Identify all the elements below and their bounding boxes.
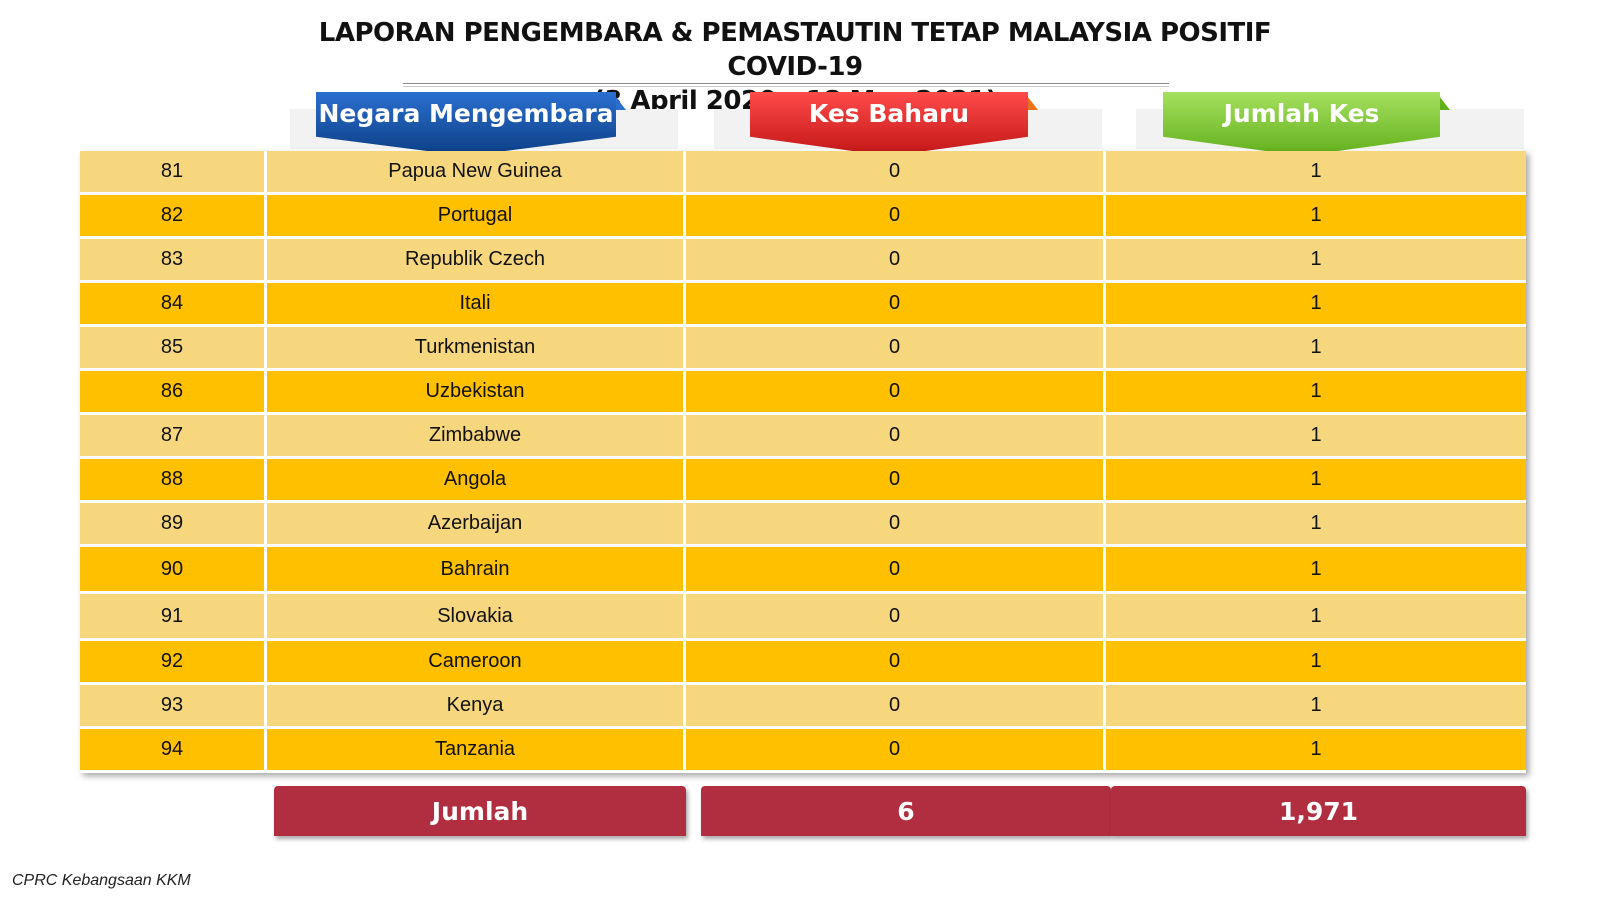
country-column-header: Negara Mengembara <box>316 92 616 156</box>
new-cases-value: 0 <box>686 641 1106 682</box>
new-cases-value: 0 <box>686 283 1106 324</box>
total-cases-value: 1 <box>1310 468 1322 490</box>
new-cases-value: 0 <box>686 547 1106 591</box>
cases-table: 81 Papua New Guinea 0 1 82 Portugal 0 1 83 Republ… <box>80 151 1526 773</box>
row-number: 91 <box>80 594 267 638</box>
row-number: 84 <box>80 283 267 324</box>
new-cases-value: 0 <box>686 729 1106 770</box>
table-row: 84 Itali 0 1 <box>80 283 1526 327</box>
total-cases-value: 1 <box>1310 557 1322 580</box>
country-name: Uzbekistan <box>267 371 686 412</box>
table-row: 81 Papua New Guinea 0 1 <box>80 151 1526 195</box>
new-cases-value: 0 <box>686 195 1106 236</box>
table-row: 83 Republik Czech 0 1 <box>80 239 1526 283</box>
country-name: Bahrain <box>267 547 686 591</box>
row-number: 92 <box>80 641 267 682</box>
total-cases-value: 1 <box>1310 424 1322 446</box>
new-cases-header-label: Kes Baharu <box>808 99 970 128</box>
table-row: 90 Bahrain 0 1 <box>80 547 1526 594</box>
total-cases-value: 1 <box>1310 336 1322 358</box>
title-divider <box>403 83 1169 87</box>
country-name: Azerbaijan <box>267 503 686 544</box>
table-row: 93 Kenya 0 1 <box>80 685 1526 729</box>
new-cases-value: 0 <box>686 151 1106 192</box>
table-row: 94 Tanzania 0 1 <box>80 729 1526 773</box>
row-number: 93 <box>80 685 267 726</box>
new-cases-value: 0 <box>686 459 1106 500</box>
total-cases-value: 1 <box>1310 650 1322 672</box>
row-number: 94 <box>80 729 267 770</box>
totals-total-cases: 1,971 <box>1111 786 1526 836</box>
table-row: 85 Turkmenistan 0 1 <box>80 327 1526 371</box>
row-number: 82 <box>80 195 267 236</box>
row-number: 88 <box>80 459 267 500</box>
row-number: 90 <box>80 547 267 591</box>
country-name: Zimbabwe <box>267 415 686 456</box>
totals-new-cases: 6 <box>701 786 1111 836</box>
country-name: Cameroon <box>267 641 686 682</box>
table-row: 86 Uzbekistan 0 1 <box>80 371 1526 415</box>
total-cases-value: 1 <box>1310 694 1322 716</box>
totals-label: Jumlah <box>274 786 686 836</box>
country-name: Angola <box>267 459 686 500</box>
total-cases-value: 1 <box>1310 604 1322 627</box>
new-cases-value: 0 <box>686 685 1106 726</box>
country-name: Papua New Guinea <box>267 151 686 192</box>
new-cases-value: 0 <box>686 415 1106 456</box>
country-name: Portugal <box>267 195 686 236</box>
total-cases-value: 1 <box>1310 738 1322 760</box>
source-credit: CPRC Kebangsaan KKM <box>12 872 191 889</box>
table-row: 87 Zimbabwe 0 1 <box>80 415 1526 459</box>
new-cases-value: 0 <box>686 371 1106 412</box>
row-number: 89 <box>80 503 267 544</box>
totals-total-cases-value: 1,971 <box>1278 796 1359 826</box>
table-row: 91 Slovakia 0 1 <box>80 594 1526 641</box>
totals-label-text: Jumlah <box>431 796 529 826</box>
country-name: Itali <box>267 283 686 324</box>
row-number: 87 <box>80 415 267 456</box>
new-cases-value: 0 <box>686 503 1106 544</box>
country-name: Slovakia <box>267 594 686 638</box>
total-cases-value: 1 <box>1310 380 1322 402</box>
table-row: 82 Portugal 0 1 <box>80 195 1526 239</box>
new-cases-value: 0 <box>686 327 1106 368</box>
table-row: 88 Angola 0 1 <box>80 459 1526 503</box>
country-name: Republik Czech <box>267 239 686 280</box>
new-cases-value: 0 <box>686 239 1106 280</box>
row-number: 81 <box>80 151 267 192</box>
total-cases-value: 1 <box>1310 292 1322 314</box>
country-name: Kenya <box>267 685 686 726</box>
country-name: Tanzania <box>267 729 686 770</box>
total-cases-header-label: Jumlah Kes <box>1223 99 1380 128</box>
country-header-label: Negara Mengembara <box>318 99 614 128</box>
row-number: 86 <box>80 371 267 412</box>
country-name: Turkmenistan <box>267 327 686 368</box>
total-cases-value: 1 <box>1310 204 1322 226</box>
total-cases-value: 1 <box>1310 512 1322 534</box>
table-row: 92 Cameroon 0 1 <box>80 641 1526 685</box>
new-cases-value: 0 <box>686 594 1106 638</box>
row-number: 85 <box>80 327 267 368</box>
total-cases-value: 1 <box>1310 160 1322 182</box>
total-cases-value: 1 <box>1310 248 1322 270</box>
table-row: 89 Azerbaijan 0 1 <box>80 503 1526 547</box>
title-line-1: LAPORAN PENGEMBARA & PEMASTAUTIN TETAP M… <box>318 18 1272 82</box>
row-number: 83 <box>80 239 267 280</box>
totals-new-cases-value: 6 <box>897 796 915 826</box>
